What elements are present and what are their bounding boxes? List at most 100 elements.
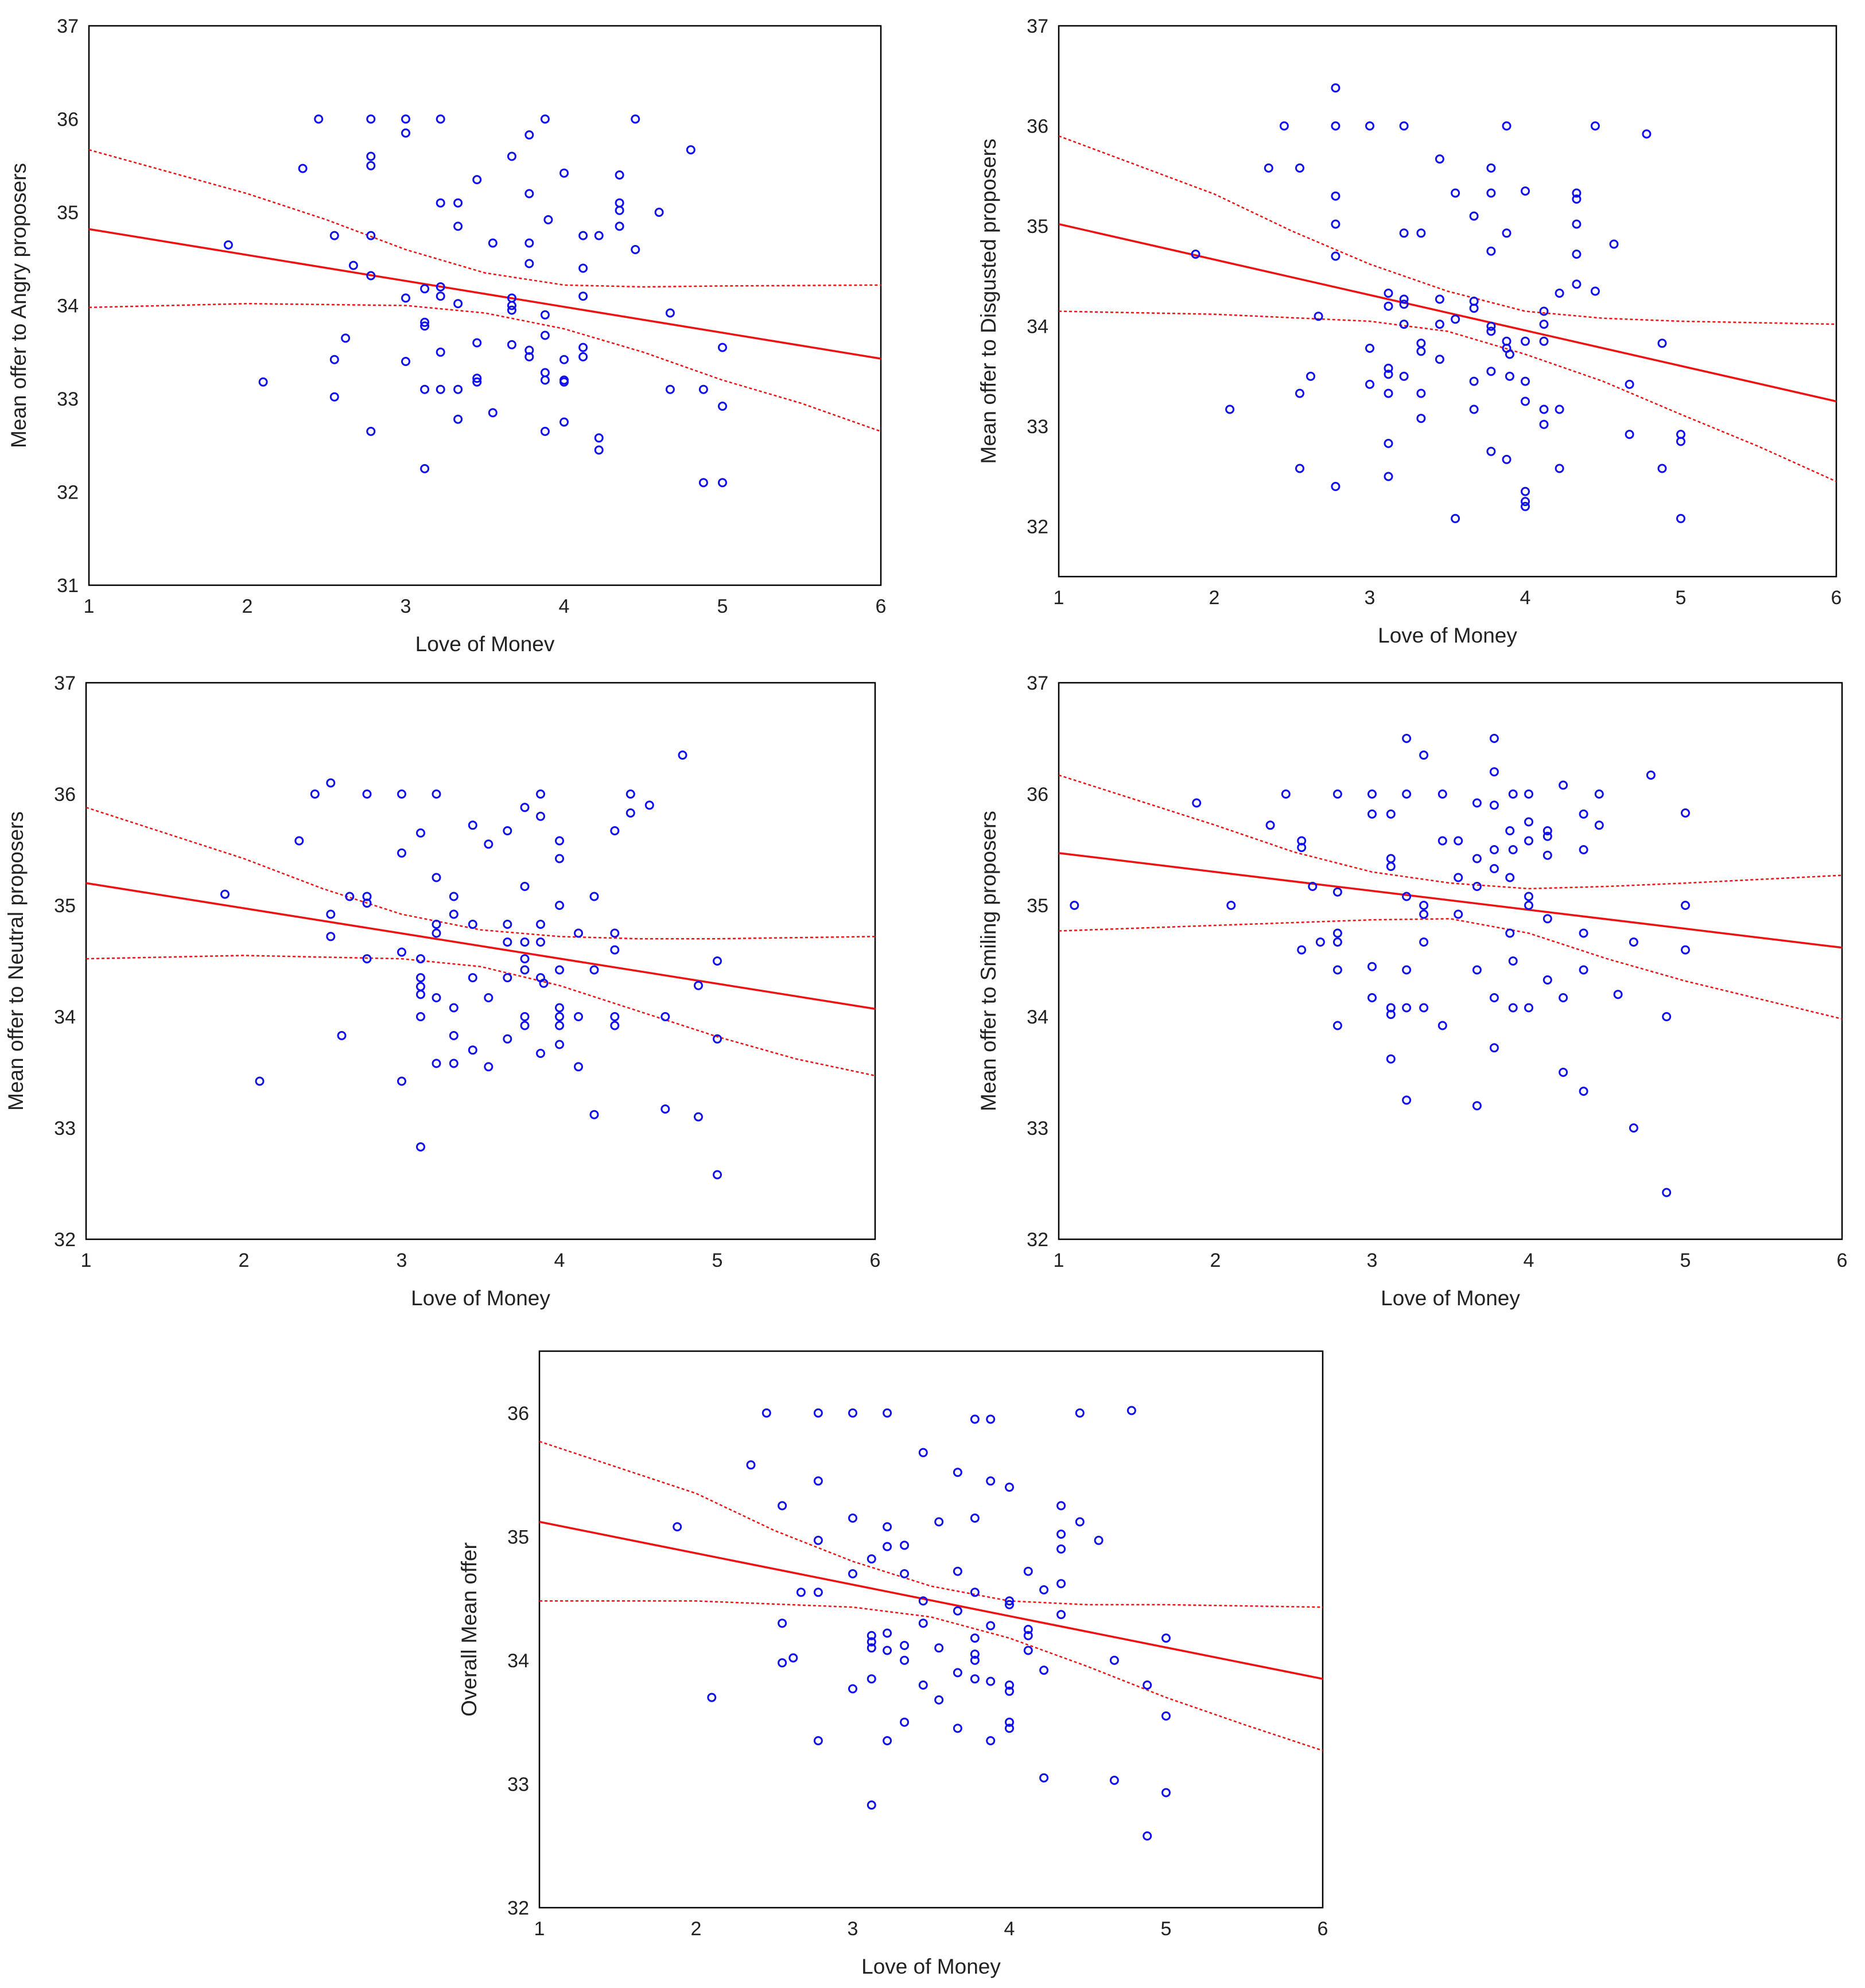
y-tick-label: 34 [507, 1650, 529, 1672]
data-point [883, 1408, 892, 1418]
data-point [1384, 388, 1393, 398]
data-point [536, 789, 545, 799]
data-point [1419, 909, 1429, 919]
data-point [594, 433, 604, 443]
data-point [436, 291, 445, 301]
data-point [900, 1540, 910, 1550]
x-tick-label: 5 [1161, 1918, 1172, 1940]
data-point [520, 882, 530, 891]
y-axis-label: Mean offer to Smiling proposers [977, 811, 1000, 1111]
data-point [1579, 809, 1588, 819]
plot-frame [538, 1350, 1324, 1909]
ci-lower-line [1059, 918, 1842, 1020]
data-point [1502, 454, 1512, 464]
data-point [1542, 831, 1552, 841]
data-point [1489, 993, 1499, 1002]
data-point [258, 377, 268, 387]
data-point [1192, 798, 1202, 808]
data-point [484, 993, 494, 1002]
data-point [540, 310, 550, 320]
data-point [746, 1460, 756, 1470]
data-point [341, 333, 351, 343]
data-point [1384, 301, 1393, 311]
ci-upper-line [86, 807, 875, 940]
data-point [362, 898, 372, 908]
data-point [1579, 1087, 1588, 1096]
y-tick-label: 33 [57, 388, 79, 410]
data-point [503, 937, 512, 947]
data-point [1419, 901, 1429, 910]
y-tick-label: 34 [1027, 316, 1048, 338]
data-point [1572, 279, 1582, 289]
data-point [488, 238, 498, 248]
regression-line [86, 882, 875, 1010]
x-tick-label: 4 [1520, 587, 1531, 609]
data-point [1542, 826, 1552, 835]
data-point [1023, 1625, 1033, 1634]
data-point [1629, 1123, 1638, 1133]
data-point [1555, 404, 1564, 414]
data-point [1469, 211, 1479, 221]
data-point [536, 811, 545, 821]
data-point [1521, 487, 1530, 496]
data-point [362, 789, 372, 799]
data-point [449, 909, 459, 919]
data-point [1489, 1043, 1499, 1053]
data-point [1056, 1544, 1066, 1554]
ci-lower-line [86, 955, 875, 1077]
data-point [953, 1668, 962, 1678]
data-point [468, 920, 477, 929]
data-point [778, 1501, 787, 1511]
data-point [934, 1643, 944, 1653]
data-point [1070, 901, 1079, 910]
data-point [1508, 1003, 1518, 1013]
data-point [1399, 320, 1409, 329]
y-tick-label: 36 [54, 784, 76, 806]
data-point [1681, 808, 1690, 818]
data-point [416, 954, 425, 964]
data-point [953, 1566, 962, 1576]
data-point [644, 800, 654, 810]
data-point [665, 384, 675, 394]
data-point [918, 1619, 928, 1628]
data-point [1365, 379, 1374, 389]
data-point [1402, 789, 1412, 799]
data-point [900, 1569, 910, 1578]
data-point [1572, 250, 1582, 259]
data-point [507, 340, 516, 349]
x-axis-label: Love of Money [1381, 1286, 1520, 1310]
data-point [1226, 901, 1236, 910]
data-point [1613, 990, 1623, 999]
data-point [507, 301, 516, 310]
x-tick-label: 4 [1004, 1918, 1015, 1940]
data-point [540, 114, 550, 124]
data-point [900, 1655, 910, 1665]
data-point [1402, 1003, 1412, 1013]
y-tick-label: 36 [1027, 784, 1048, 806]
ci-lower-line [1059, 310, 1836, 483]
data-point [1505, 873, 1515, 882]
plot-frame [85, 682, 876, 1240]
data-point [1629, 937, 1638, 947]
data-point [1161, 1711, 1171, 1721]
data-point [578, 352, 588, 361]
data-point [416, 828, 425, 838]
x-tick-label: 2 [1210, 1250, 1221, 1271]
data-point [524, 345, 534, 355]
x-tick-label: 1 [84, 596, 95, 617]
y-tick-label: 33 [54, 1118, 76, 1139]
data-point [1559, 993, 1568, 1002]
data-point [543, 215, 553, 224]
data-point [436, 282, 445, 291]
data-point [1331, 83, 1341, 93]
data-point [223, 240, 233, 250]
data-point [1402, 892, 1412, 901]
data-point [654, 208, 664, 217]
data-point [520, 1021, 530, 1030]
data-point [589, 965, 599, 975]
data-point [329, 392, 339, 402]
data-point [1023, 1631, 1033, 1640]
data-point [1225, 404, 1235, 414]
data-point [1331, 121, 1341, 131]
data-point [1437, 1021, 1447, 1030]
